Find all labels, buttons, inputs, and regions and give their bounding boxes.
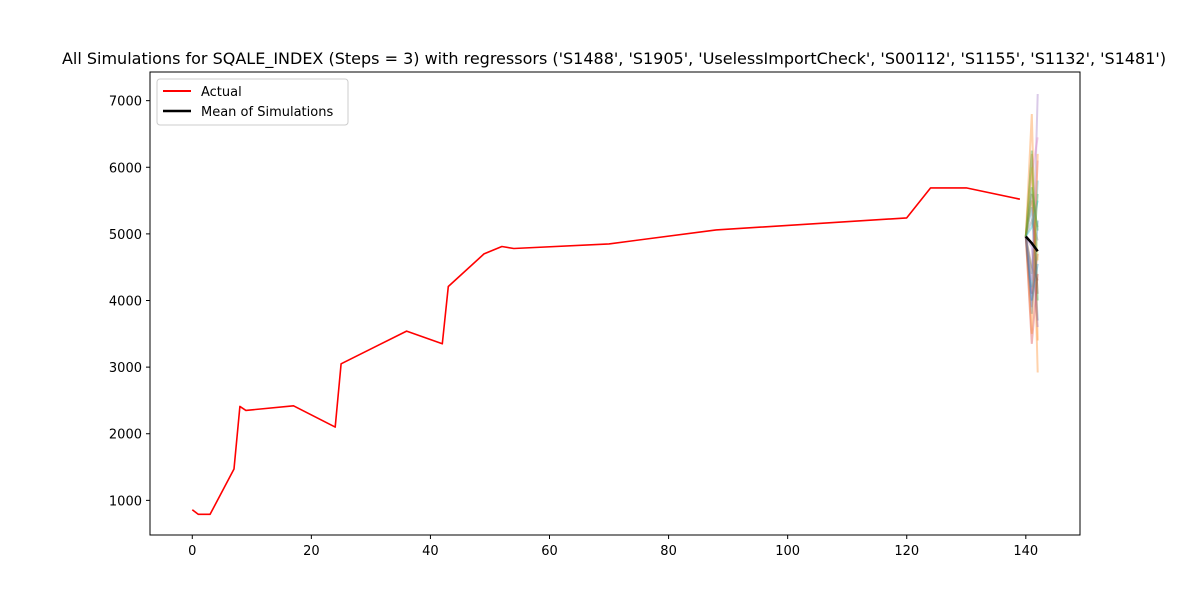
series-line-mean-of-simulations bbox=[1024, 235, 1039, 252]
simulations-group bbox=[1024, 93, 1039, 373]
simulation-line-10 bbox=[1024, 180, 1039, 288]
simulation-line-8 bbox=[1024, 217, 1039, 241]
legend-box bbox=[156, 78, 349, 126]
legend-label-actual: Actual bbox=[201, 85, 242, 100]
x-tick-label: 40 bbox=[422, 544, 439, 559]
simulation-line-7 bbox=[1024, 137, 1039, 237]
y-tick-label: 3000 bbox=[109, 361, 142, 376]
simulation-line-3 bbox=[1024, 193, 1039, 275]
simulation-line-19 bbox=[1024, 200, 1039, 238]
simulation-line-12 bbox=[1024, 220, 1039, 314]
x-tick-label: 140 bbox=[1013, 544, 1038, 559]
legend-label-mean: Mean of Simulations bbox=[201, 105, 333, 120]
y-tick-label: 7000 bbox=[109, 95, 142, 110]
simulation-line-5 bbox=[1024, 93, 1039, 308]
simulation-line-17 bbox=[1024, 160, 1039, 281]
plot-area-frame bbox=[149, 71, 1081, 536]
simulation-line-11 bbox=[1024, 153, 1039, 373]
y-axis: 1000 2000 3000 4000 5000 6000 7000 bbox=[109, 95, 150, 509]
y-tick-label: 1000 bbox=[109, 494, 142, 509]
simulation-line-16 bbox=[1024, 193, 1039, 294]
chart-title: All Simulations for SQALE_INDEX (Steps =… bbox=[62, 49, 1166, 69]
simulation-line-14 bbox=[1024, 236, 1039, 344]
simulation-line-22 bbox=[1024, 236, 1039, 301]
simulation-line-9 bbox=[1024, 200, 1039, 237]
y-tick-label: 5000 bbox=[109, 228, 142, 243]
x-tick-label: 0 bbox=[188, 544, 196, 559]
simulation-line-18 bbox=[1024, 167, 1039, 261]
x-tick-label: 20 bbox=[303, 544, 320, 559]
x-tick-label: 80 bbox=[660, 544, 677, 559]
series-group bbox=[191, 187, 1039, 516]
simulation-line-2 bbox=[1024, 113, 1039, 341]
simulation-line-1 bbox=[1024, 206, 1039, 321]
x-tick-label: 60 bbox=[541, 544, 558, 559]
simulation-line-20 bbox=[1024, 153, 1039, 334]
y-tick-label: 2000 bbox=[109, 428, 142, 443]
x-tick-label: 120 bbox=[894, 544, 919, 559]
series-line-actual bbox=[191, 187, 1021, 516]
y-tick-label: 4000 bbox=[109, 295, 142, 310]
simulation-line-21 bbox=[1024, 187, 1039, 237]
legend: Actual Mean of Simulations bbox=[156, 78, 349, 126]
x-axis: 0 20 40 60 80 100 120 140 bbox=[188, 535, 1038, 559]
x-tick-label: 100 bbox=[775, 544, 800, 559]
simulation-line-4 bbox=[1024, 236, 1039, 294]
simulation-line-6 bbox=[1024, 236, 1039, 281]
y-tick-label: 6000 bbox=[109, 161, 142, 176]
